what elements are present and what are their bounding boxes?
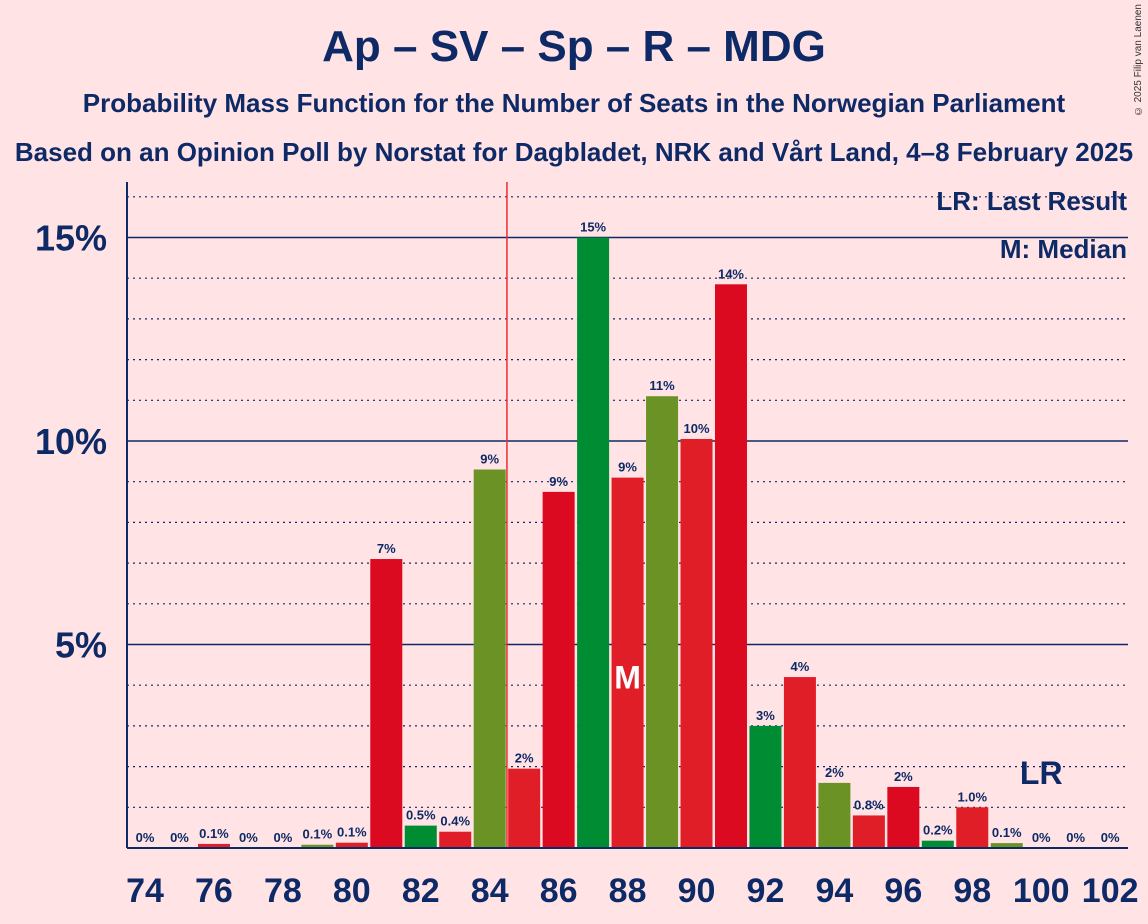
bar-label-seat-97: 0.2% (923, 823, 953, 838)
bar-label-seat-76: 0.1% (199, 826, 229, 841)
legend-median: M: Median (1000, 234, 1127, 264)
bar-label-seat-92: 3% (756, 708, 775, 723)
bar-label-seat-99: 0.1% (992, 825, 1022, 840)
bar-seat-80 (335, 842, 368, 848)
y-tick-label: 5% (55, 625, 107, 666)
bar-seat-94 (818, 782, 851, 848)
bar-seat-83 (439, 831, 472, 848)
y-tick-label: 15% (35, 218, 107, 259)
axes: 5% 10% 15% 74 76 78 80 82 84 86 88 90 92 94 96 98 100 102 (35, 182, 1139, 910)
last-result-marker: LR (1020, 755, 1063, 791)
bar-label-seat-102: 0% (1101, 830, 1120, 845)
bar-seat-81 (370, 559, 403, 848)
bar-seat-76 (197, 843, 230, 848)
bar-label-seat-83: 0.4% (440, 814, 470, 829)
chart-subtitle: Probability Mass Function for the Number… (82, 88, 1066, 118)
x-tick-label: 76 (195, 872, 233, 910)
bar-label-seat-98: 1.0% (957, 789, 987, 804)
bar-label-seat-90: 10% (684, 421, 710, 436)
bar-seat-96 (887, 786, 920, 848)
bar-label-seat-74: 0% (136, 830, 155, 845)
x-tick-label: 78 (264, 872, 302, 910)
bar-seat-79 (301, 844, 334, 848)
bar-seat-91 (714, 284, 747, 848)
bar-seat-98 (956, 807, 989, 848)
bar-label-seat-96: 2% (894, 769, 913, 784)
x-tick-label: 80 (333, 872, 371, 910)
x-tick-label: 98 (953, 872, 991, 910)
median-marker: M (614, 660, 641, 696)
x-tick-label: 96 (884, 872, 922, 910)
bar-seat-84 (473, 469, 506, 848)
chart-subtitle-poll: Based on an Opinion Poll by Norstat for … (14, 137, 1134, 167)
bar-seat-99 (990, 843, 1023, 848)
bar-seat-88 (611, 477, 644, 848)
bar-seat-93 (783, 677, 816, 848)
x-tick-label: 84 (471, 872, 509, 910)
bar-label-seat-89: 11% (649, 378, 675, 393)
x-tick-label: 100 (1013, 872, 1070, 910)
x-tick-label: 92 (747, 872, 785, 910)
bar-label-seat-78: 0% (273, 830, 292, 845)
bar-label-seat-81: 7% (377, 541, 396, 556)
grid-lines (127, 196, 1128, 808)
bar-seat-92 (749, 725, 782, 848)
bar-label-seat-84: 9% (480, 451, 499, 466)
chart-title: Ap – SV – Sp – R – MDG (322, 22, 826, 71)
bars-group (197, 237, 1023, 848)
bar-label-seat-79: 0.1% (303, 827, 333, 842)
bar-seat-89 (646, 396, 679, 848)
bar-seat-86 (542, 491, 575, 848)
y-tick-label: 10% (35, 421, 107, 462)
x-tick-label: 88 (609, 872, 647, 910)
bar-seat-95 (852, 815, 885, 848)
bar-label-seat-87: 15% (580, 220, 606, 235)
bar-seat-82 (404, 825, 437, 848)
bar-label-seat-82: 0.5% (406, 808, 436, 823)
bar-label-seat-91: 14% (718, 266, 744, 281)
bar-seat-90 (680, 438, 713, 848)
x-tick-label: 86 (540, 872, 578, 910)
bar-label-seat-88: 9% (618, 460, 637, 475)
bar-label-seat-85: 2% (515, 751, 534, 766)
bar-seat-85 (508, 768, 541, 848)
bar-label-seat-94: 2% (825, 765, 844, 780)
x-tick-label: 74 (126, 872, 164, 910)
x-tick-label: 82 (402, 872, 440, 910)
bar-label-seat-75: 0% (170, 830, 189, 845)
bar-seat-87 (577, 237, 610, 848)
bar-label-seat-80: 0.1% (337, 825, 367, 840)
bar-label-seat-101: 0% (1066, 830, 1085, 845)
bar-label-seat-86: 9% (549, 474, 568, 489)
bar-labels: 0% 0% 0.1% 0% 0% 0.1% 0.1% 7% 0.5% 0.4% 9% 2% 9% 15% 9… (136, 220, 1120, 846)
x-tick-label: 90 (678, 872, 716, 910)
bar-label-seat-77: 0% (239, 830, 258, 845)
legend-last-result: LR: Last Result (936, 186, 1127, 216)
x-tick-label: 94 (815, 872, 853, 910)
x-tick-label: 102 (1082, 872, 1139, 910)
bar-seat-97 (921, 840, 954, 848)
bar-label-seat-95: 0.8% (854, 797, 884, 812)
bar-label-seat-100: 0% (1032, 830, 1051, 845)
bar-label-seat-93: 4% (791, 659, 810, 674)
